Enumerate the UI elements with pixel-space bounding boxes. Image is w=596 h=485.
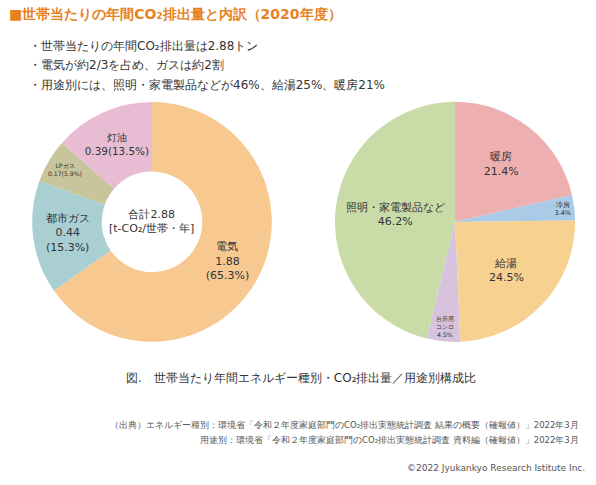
svg-text:照明・家電製品など46.2%: 照明・家電製品など46.2% [346,201,445,228]
svg-text:■世帯当たりの年間CO₂排出量と内訳（2020年度）: ■世帯当たりの年間CO₂排出量と内訳（2020年度） [9,6,342,22]
svg-text:LPガス0.17(5.9%): LPガス0.17(5.9%) [48,162,82,177]
svg-text:暖房21.4%: 暖房21.4% [484,150,519,177]
svg-text:©2022 Jyukankyo Research Istit: ©2022 Jyukankyo Research Istitute Inc. [407,463,585,473]
svg-text:図. 世帯当たり年間エネルギー種別・CO₂排出量／用途別構成: 図. 世帯当たり年間エネルギー種別・CO₂排出量／用途別構成比 [126,371,476,385]
svg-text:・世帯当たりの年間CO₂排出量は2.88トン: ・世帯当たりの年間CO₂排出量は2.88トン [29,39,258,53]
svg-text:台所用コンロ4.5%: 台所用コンロ4.5% [436,315,454,338]
svg-text:用途別：環境省「令和２年度家庭部門のCO₂排出実態統計調査: 用途別：環境省「令和２年度家庭部門のCO₂排出実態統計調査 資料編（確報値）」2… [200,435,579,445]
svg-text:電気1.88(65.3%): 電気1.88(65.3%) [206,240,250,282]
svg-text:・電気が約2/3を占め、ガスは約2割: ・電気が約2/3を占め、ガスは約2割 [29,58,224,72]
svg-text:冷房3.4%: 冷房3.4% [554,201,571,217]
svg-text:・用途別には、照明・家電製品などが46%、給湯25%、暖房2: ・用途別には、照明・家電製品などが46%、給湯25%、暖房21% [29,78,385,92]
svg-text:合計2.88[t-CO₂/世帯・年]: 合計2.88[t-CO₂/世帯・年] [109,208,194,235]
svg-text:灯油0.39(13.5%): 灯油0.39(13.5%) [85,131,149,157]
svg-text:給湯24.5%: 給湯24.5% [489,257,524,284]
svg-text:都市ガス0.44(15.3%): 都市ガス0.44(15.3%) [46,212,90,254]
svg-text:（出典）エネルギー種別：環境省「令和２年度家庭部門のCO₂排: （出典）エネルギー種別：環境省「令和２年度家庭部門のCO₂排出実態統計調査 結果… [110,420,579,430]
